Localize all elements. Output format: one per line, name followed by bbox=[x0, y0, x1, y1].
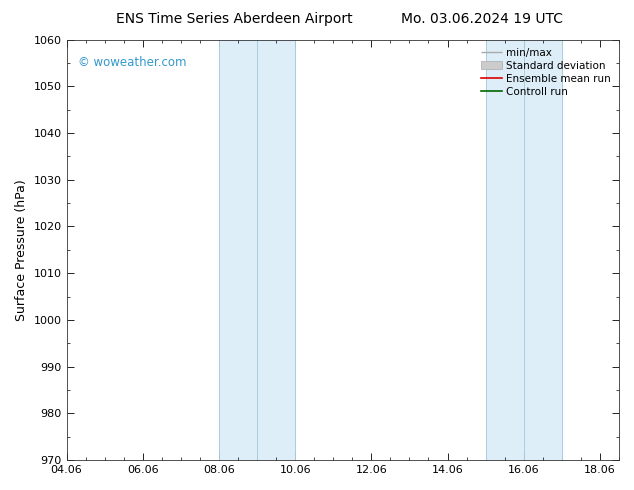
Legend: min/max, Standard deviation, Ensemble mean run, Controll run: min/max, Standard deviation, Ensemble me… bbox=[478, 45, 614, 100]
Y-axis label: Surface Pressure (hPa): Surface Pressure (hPa) bbox=[15, 179, 28, 321]
Text: © woweather.com: © woweather.com bbox=[77, 56, 186, 70]
Bar bbox=[486, 40, 562, 460]
Bar bbox=[219, 40, 295, 460]
Text: Mo. 03.06.2024 19 UTC: Mo. 03.06.2024 19 UTC bbox=[401, 12, 563, 26]
Text: ENS Time Series Aberdeen Airport: ENS Time Series Aberdeen Airport bbox=[116, 12, 353, 26]
